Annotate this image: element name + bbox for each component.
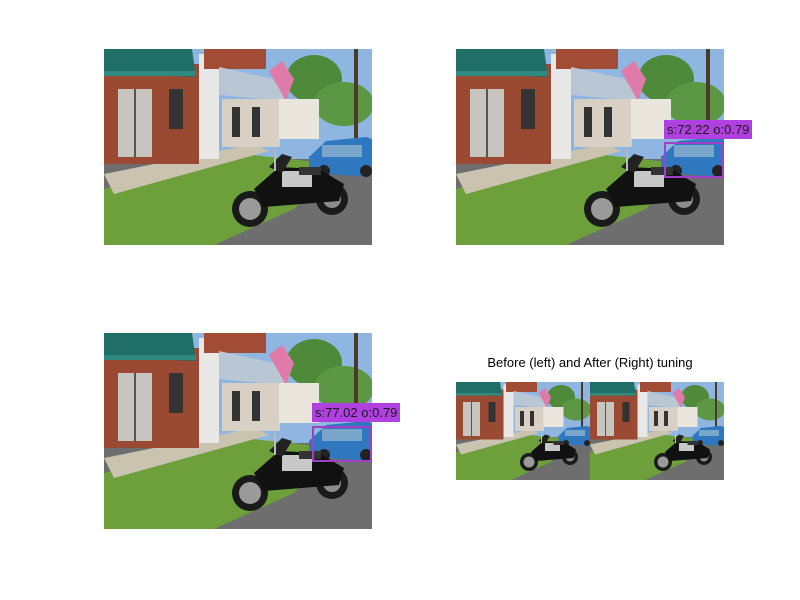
street-motorcycle-photo [104, 49, 372, 245]
detection-score-label: s:77.02 o:0.79 [312, 403, 401, 422]
detection-box [312, 426, 372, 462]
comparison-title: Before (left) and After (Right) tuning [487, 355, 693, 370]
image-panel-comparison [456, 382, 724, 480]
image-panel-bottom-left [104, 333, 372, 529]
image-panel-top-left [104, 49, 372, 245]
image-panel-top-right [456, 49, 724, 245]
street-motorcycle-photo [590, 382, 724, 480]
detection-box [664, 142, 724, 178]
before-image [456, 382, 590, 480]
after-image [590, 382, 724, 480]
detection-score-label: s:72.22 o:0.79 [664, 120, 753, 139]
street-motorcycle-photo [456, 382, 590, 480]
